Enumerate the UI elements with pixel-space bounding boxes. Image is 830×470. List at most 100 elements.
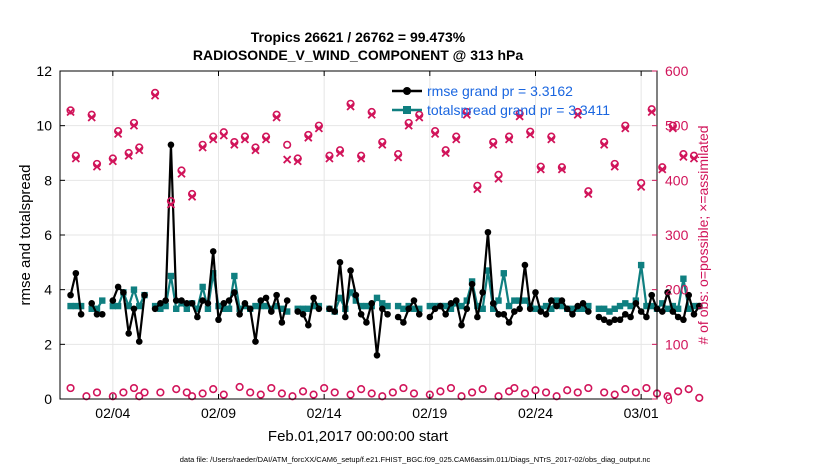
series-0-point [67, 291, 74, 299]
series-0-point [331, 308, 339, 315]
series-0-point [558, 297, 566, 304]
series-4-point [642, 383, 651, 393]
series-0-point [77, 310, 85, 318]
series-3-point [92, 162, 102, 171]
series-3-point [209, 135, 218, 144]
series-3-point [261, 135, 271, 144]
series-0-point [569, 310, 576, 318]
series-1-point [600, 305, 608, 312]
series-1-point [352, 297, 360, 304]
series-0-point [579, 300, 587, 307]
series-4-point [399, 383, 408, 393]
series-1-point [310, 302, 317, 310]
series-4-point [409, 389, 419, 398]
series-1-point [611, 305, 618, 312]
series-0-point [595, 313, 603, 321]
series-1-point [162, 302, 169, 310]
series-0-point [157, 300, 164, 307]
series-3-point [473, 184, 482, 194]
series-4-point [684, 385, 693, 394]
series-0-point [220, 300, 228, 307]
series-1-point [479, 305, 486, 312]
series-0-point [574, 302, 582, 310]
series-1-point [125, 302, 132, 310]
series-4-point [277, 389, 286, 398]
series-1-point [194, 305, 201, 312]
series-1-point [99, 297, 106, 304]
series-4-point [119, 388, 128, 397]
series-0-point [357, 310, 365, 318]
series-0-point [563, 305, 571, 313]
series-0-point [241, 300, 249, 307]
series-1-point [521, 297, 529, 304]
series-0-point [553, 302, 560, 310]
series-0-point [484, 228, 492, 236]
series-1-point [130, 286, 138, 293]
series-0-point [437, 302, 444, 310]
series-1-point [474, 302, 481, 310]
series-3-point [610, 162, 619, 171]
series-1-point [685, 305, 692, 312]
series-4-point [610, 390, 619, 399]
series-1-point [93, 305, 101, 312]
series-4-point [695, 393, 704, 403]
series-3-point [272, 113, 281, 122]
series-3-point [135, 146, 144, 155]
series-0-point [373, 351, 381, 359]
series-0-line [328, 261, 389, 357]
series-0-point [505, 319, 513, 326]
series-0-point [341, 313, 349, 321]
series-1-point [643, 302, 650, 310]
series-1-point [416, 305, 423, 312]
series-0-point [93, 310, 101, 318]
series-0-point [622, 310, 629, 318]
series-3-point [325, 154, 334, 163]
series-3-point [367, 110, 376, 119]
series-0-point [363, 319, 370, 326]
series-1-point [273, 302, 280, 310]
x-axis-label: Feb.01,2017 00:00:00 start [268, 428, 449, 445]
x-tick-label: 02/04 [95, 405, 130, 421]
series-3-point [166, 200, 176, 209]
series-1-point [379, 300, 386, 307]
series-3-point [600, 140, 609, 149]
series-3-point [198, 143, 207, 152]
series-0-point [72, 269, 80, 277]
series-0-point [611, 316, 619, 324]
series-1-point [262, 302, 270, 310]
series-3-point [240, 135, 250, 144]
series-4-point [674, 387, 683, 396]
series-3-point [441, 148, 450, 158]
series-1-point [357, 302, 365, 310]
series-0-point [199, 297, 206, 304]
series-4-point [298, 387, 308, 396]
series-0-point [130, 305, 138, 313]
series-1-point [220, 305, 227, 312]
series-0-point [283, 297, 291, 304]
series-0-point [489, 300, 497, 307]
series-0-point [627, 313, 634, 321]
series-3-point [637, 182, 646, 192]
series-4-point [156, 388, 165, 397]
gridlines [60, 71, 657, 399]
y-tick-label: 6 [44, 227, 52, 243]
series-4-point [478, 385, 487, 394]
series-2-point [283, 140, 292, 149]
series-0-point [194, 313, 201, 321]
series-0-point [658, 308, 666, 315]
series-3-point [124, 151, 133, 160]
series-0-point [246, 305, 254, 313]
series-3-point [378, 140, 387, 149]
series-1-point [252, 302, 259, 310]
series-4-point [510, 383, 519, 393]
y-tick-label: 12 [36, 63, 52, 79]
series-1-point [606, 308, 613, 315]
series-0-point [188, 300, 196, 307]
x-tick-label: 03/01 [624, 405, 659, 421]
series-0-point [521, 261, 529, 269]
legend: rmse grand pr = 3.3162 totalspread grand… [392, 83, 610, 118]
series-0-point [431, 305, 439, 313]
series-0-point [690, 310, 698, 318]
series-0-point [606, 319, 613, 326]
series-3-point [304, 133, 313, 142]
